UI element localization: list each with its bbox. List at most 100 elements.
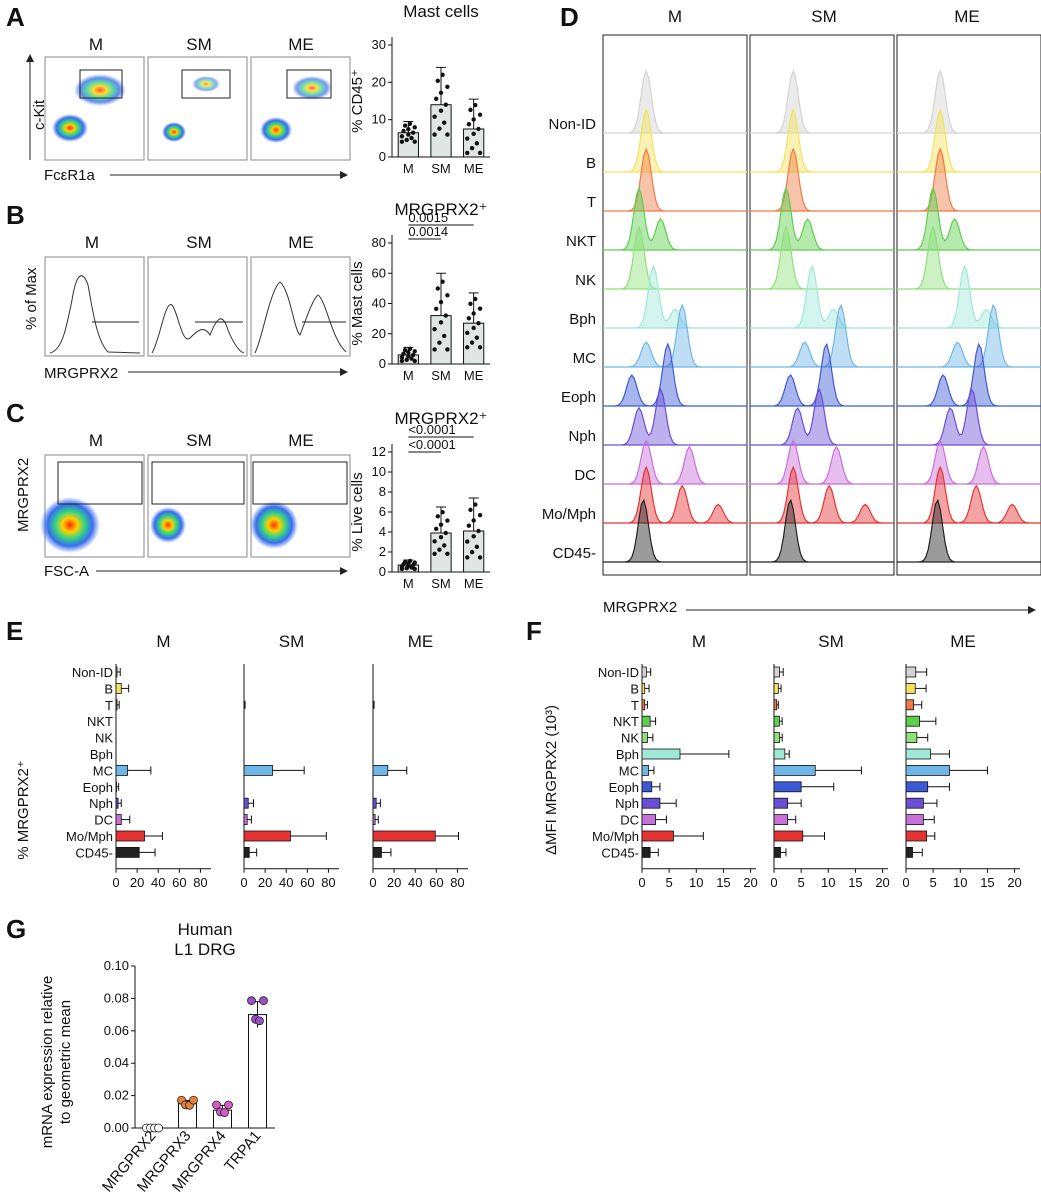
F-bar: [641, 748, 681, 760]
c-density-m: [40, 497, 100, 553]
B-point: [399, 358, 405, 364]
g-point: [247, 996, 256, 1005]
C-point: [443, 530, 448, 536]
A-category-label: M: [403, 161, 414, 176]
F-row-label: B: [630, 681, 639, 696]
A-ytick-label: 10: [372, 112, 386, 127]
C-point: [412, 566, 417, 572]
d-hist-trace: [603, 186, 747, 251]
A-point: [432, 132, 437, 137]
d-hist-trace: [750, 388, 894, 446]
E-xtick-label: 20: [258, 875, 272, 890]
C-point: [406, 561, 411, 566]
b-plot-m: [44, 256, 145, 357]
d-hist-trace: [897, 69, 1041, 134]
B-point: [410, 352, 416, 358]
C-point: [471, 518, 476, 523]
B-chart-title: MRGPRX2⁺: [394, 200, 487, 219]
C-point: [477, 512, 483, 518]
B-category-label: SM: [431, 368, 451, 383]
f-ylabel: ΔMFI MRGPRX2 (10³): [543, 705, 560, 855]
B-ytick-label: 60: [372, 265, 386, 280]
E-row-label: MC: [93, 763, 113, 778]
d-row-label: Non-ID: [548, 116, 596, 133]
B-point: [406, 353, 411, 359]
d-hist-trace: [897, 108, 1041, 173]
F-bar: [905, 814, 924, 825]
F-row-label: Bph: [616, 747, 639, 762]
d-hist-trace: [897, 388, 1041, 446]
F-xtick-label: 5: [930, 875, 937, 890]
d-hist-trace: [897, 303, 1041, 368]
F-xtick-label: 15: [848, 875, 862, 890]
d-hist-trace: [603, 465, 747, 524]
d-hist-trace: [603, 147, 747, 212]
d-hist-trace: [750, 147, 894, 212]
B-category-label: ME: [464, 368, 484, 383]
d-row-label: CD45-: [553, 545, 596, 562]
panel-d-histograms: M SM ME MRGPRX2 Non-ID B T NKT NK Bph MC Eoph Np…: [542, 7, 1041, 616]
A-category-label: SM: [431, 161, 451, 176]
c-gate-m: [57, 461, 143, 505]
F-xtick-label: 0: [770, 875, 777, 890]
F-row-label: Non-ID: [598, 665, 639, 680]
F-row-label: T: [631, 698, 639, 713]
B-point: [402, 347, 408, 353]
E-bar: [115, 699, 118, 711]
B-point: [443, 313, 448, 318]
b-plot-me: [250, 256, 351, 357]
d-hist-trace: [603, 342, 747, 407]
B-ytick-label: 20: [372, 326, 386, 341]
a-plot-m: [44, 56, 145, 161]
F-xtick-label: 0: [638, 875, 645, 890]
d-hist-trace: [750, 108, 894, 173]
B-point: [432, 326, 437, 332]
F-row-label: Eoph: [609, 780, 639, 795]
A-point: [412, 139, 417, 144]
chart-a: Mast cells 0 10 20 30 % CD45⁺ M SM ME: [349, 2, 490, 176]
E-row-label: Mo/Mph: [66, 829, 113, 844]
E-xtick-label: 0: [369, 875, 376, 890]
E-bar: [243, 814, 248, 825]
E-xtick-label: 60: [300, 875, 314, 890]
E-series-title: SM: [279, 632, 305, 651]
E-xtick-label: 60: [172, 875, 186, 890]
chart-c: MRGPRX2⁺ 0 2 4 6 8 10 12 % Live cells M SM ME <0.000…: [349, 409, 490, 591]
C-ytick-label: 6: [379, 504, 386, 519]
a-density-m1: [52, 114, 88, 142]
g-chart-title: Human: [178, 920, 233, 939]
E-bar: [243, 830, 291, 842]
g-point: [154, 1123, 163, 1133]
C-sig-label: <0.0001: [408, 422, 455, 437]
b-condition-m: M: [85, 233, 99, 252]
A-point: [469, 145, 475, 151]
F-bar: [905, 797, 924, 809]
a-plot-me: [250, 56, 351, 161]
B-point: [407, 346, 413, 352]
C-ytick-label: 12: [372, 444, 386, 459]
F-xtick-label: 20: [743, 875, 757, 890]
C-point: [468, 507, 473, 513]
c-x-arrowhead: [340, 567, 348, 575]
F-xtick-label: 20: [1007, 875, 1021, 890]
F-xtick-label: 0: [902, 875, 909, 890]
E-xtick-label: 0: [240, 875, 247, 890]
F-row-label: DC: [620, 813, 639, 828]
d-hist-trace: [603, 69, 747, 134]
A-point: [440, 72, 445, 78]
B-point: [466, 316, 472, 321]
b-trace-me: [254, 281, 347, 354]
a-ylabel: c-Kit: [31, 99, 48, 130]
B-point: [440, 279, 445, 284]
d-row-label: DC: [574, 467, 596, 484]
F-bar: [641, 683, 646, 694]
d-condition-m: M: [668, 7, 682, 26]
F-bar: [773, 830, 804, 842]
d-hist-trace: [750, 69, 894, 134]
g-ylabel-line2: to geometric mean: [57, 1000, 74, 1124]
C-point: [434, 526, 439, 532]
a-plot-sm: [147, 56, 248, 161]
A-ylabel: % CD45⁺: [349, 69, 366, 133]
g-point: [259, 996, 268, 1005]
